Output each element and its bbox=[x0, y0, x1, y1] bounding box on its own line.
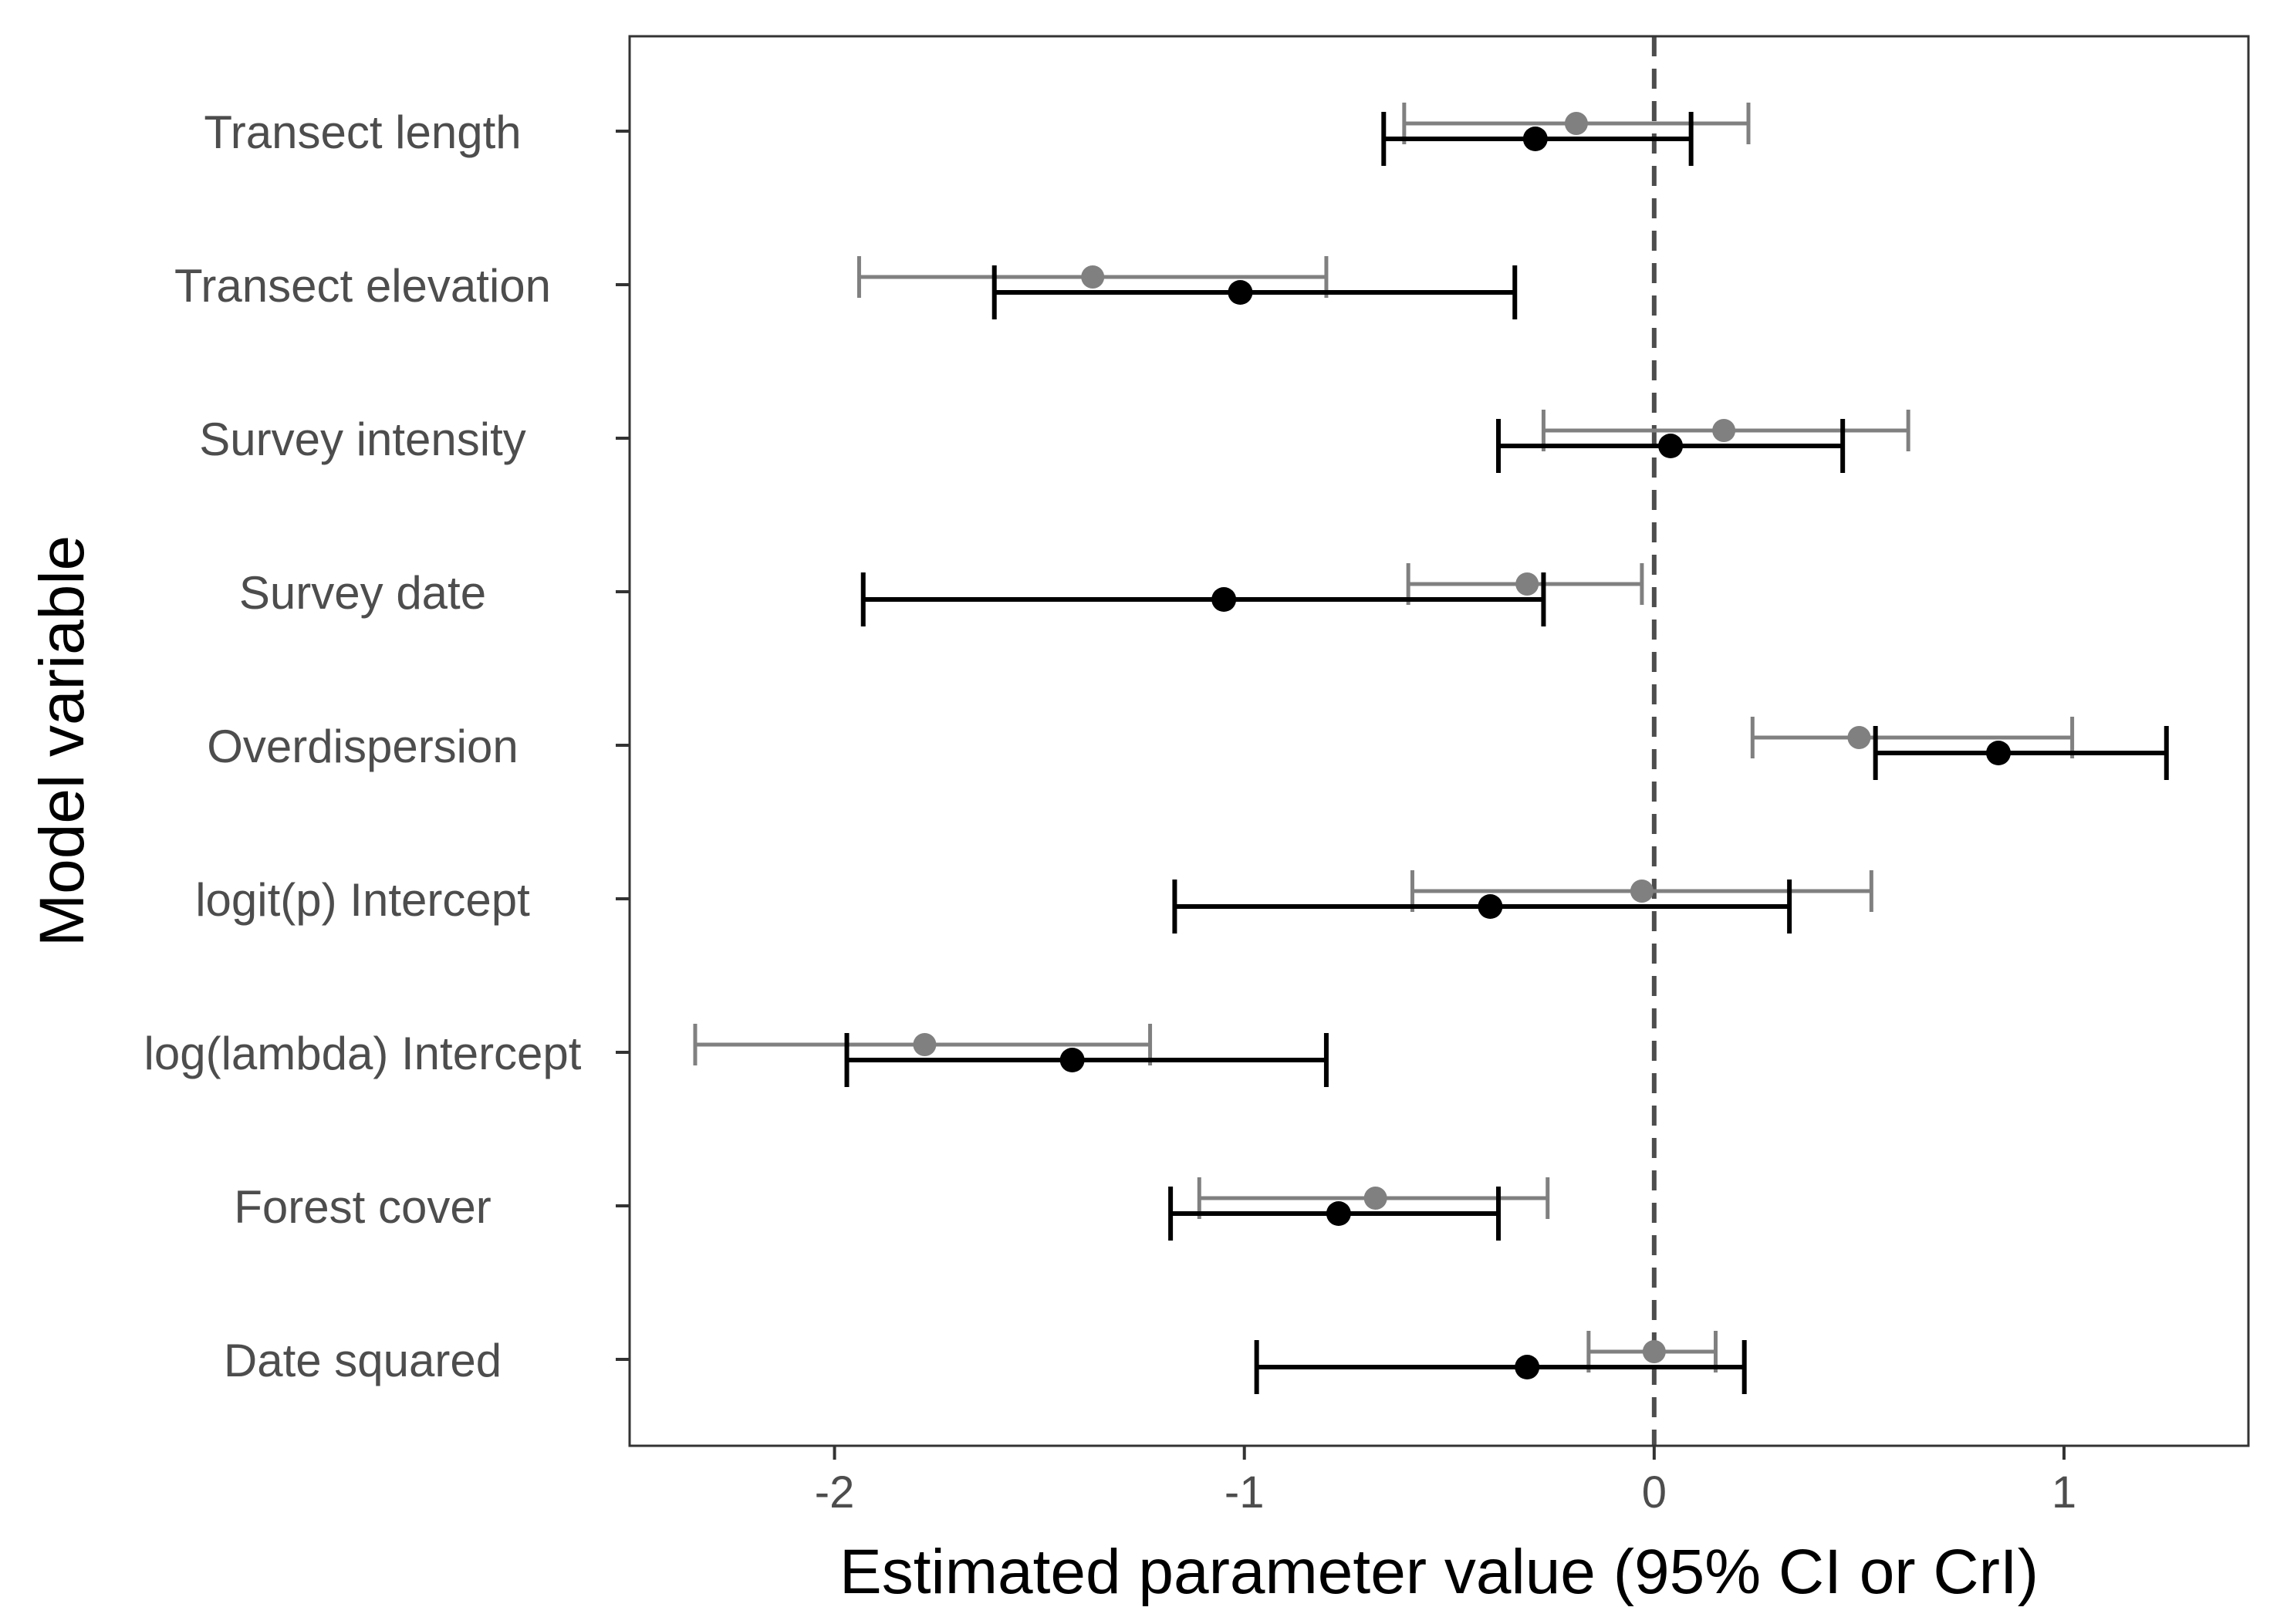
x-tick-label: 1 bbox=[2052, 1467, 2076, 1518]
error-bar bbox=[1168, 1187, 1502, 1241]
error-bar bbox=[860, 572, 1546, 626]
error-bar bbox=[1197, 1177, 1550, 1219]
estimate-point bbox=[1847, 726, 1871, 749]
error-bar bbox=[1172, 880, 1792, 934]
error-bar bbox=[1750, 717, 2075, 758]
series-group bbox=[693, 103, 2169, 1394]
x-tick-label: 0 bbox=[1642, 1467, 1667, 1518]
error-bar bbox=[1381, 112, 1694, 166]
series-grey bbox=[693, 103, 2075, 1372]
axes-group: Transect length Transect elevation Survey … bbox=[144, 106, 2077, 1518]
estimate-point bbox=[1515, 572, 1539, 596]
y-tick-label: log(lambda) Intercept bbox=[144, 1028, 582, 1079]
y-tick-label: Transect elevation bbox=[174, 260, 551, 312]
error-bar bbox=[856, 256, 1329, 298]
error-bar bbox=[991, 265, 1518, 319]
error-bar bbox=[1873, 726, 2169, 780]
estimate-point bbox=[1081, 265, 1105, 289]
error-bar bbox=[1496, 419, 1846, 473]
error-bar bbox=[1410, 870, 1873, 912]
x-tick-label: -1 bbox=[1225, 1467, 1265, 1518]
estimate-point bbox=[1658, 434, 1684, 458]
y-axis-title: Model variable bbox=[27, 535, 97, 947]
panel-border bbox=[628, 35, 2250, 1447]
estimate-point bbox=[1712, 419, 1736, 442]
estimate-point bbox=[1515, 1355, 1540, 1379]
x-axis-title: Estimated parameter value (95% CI or CrI… bbox=[839, 1537, 2039, 1607]
y-tick-label: Overdispersion bbox=[207, 721, 519, 772]
estimate-point bbox=[913, 1033, 937, 1056]
x-tick-label: -2 bbox=[815, 1467, 855, 1518]
estimate-point bbox=[1228, 280, 1253, 305]
estimate-point bbox=[1211, 587, 1237, 612]
y-tick-label: Date squared bbox=[224, 1335, 502, 1386]
error-bar bbox=[693, 1024, 1153, 1065]
y-tick-label: Survey intensity bbox=[199, 414, 526, 465]
estimate-point bbox=[1326, 1201, 1351, 1226]
error-bar bbox=[844, 1033, 1329, 1087]
y-tick-label: Forest cover bbox=[234, 1181, 491, 1233]
estimate-point bbox=[1986, 741, 2012, 765]
estimate-point bbox=[1363, 1187, 1387, 1210]
estimate-point bbox=[1642, 1340, 1666, 1363]
estimate-point bbox=[1478, 894, 1503, 919]
estimate-point bbox=[1564, 112, 1588, 135]
error-bar bbox=[1541, 410, 1910, 451]
y-tick-label: Survey date bbox=[239, 567, 486, 619]
series-black bbox=[844, 112, 2169, 1394]
error-bar bbox=[1254, 1340, 1747, 1394]
y-tick-label: logit(p) Intercept bbox=[195, 874, 530, 926]
estimate-point bbox=[1522, 127, 1548, 151]
estimate-point bbox=[1059, 1048, 1085, 1072]
estimate-point bbox=[1630, 880, 1654, 903]
y-tick-label: Transect length bbox=[204, 106, 521, 158]
